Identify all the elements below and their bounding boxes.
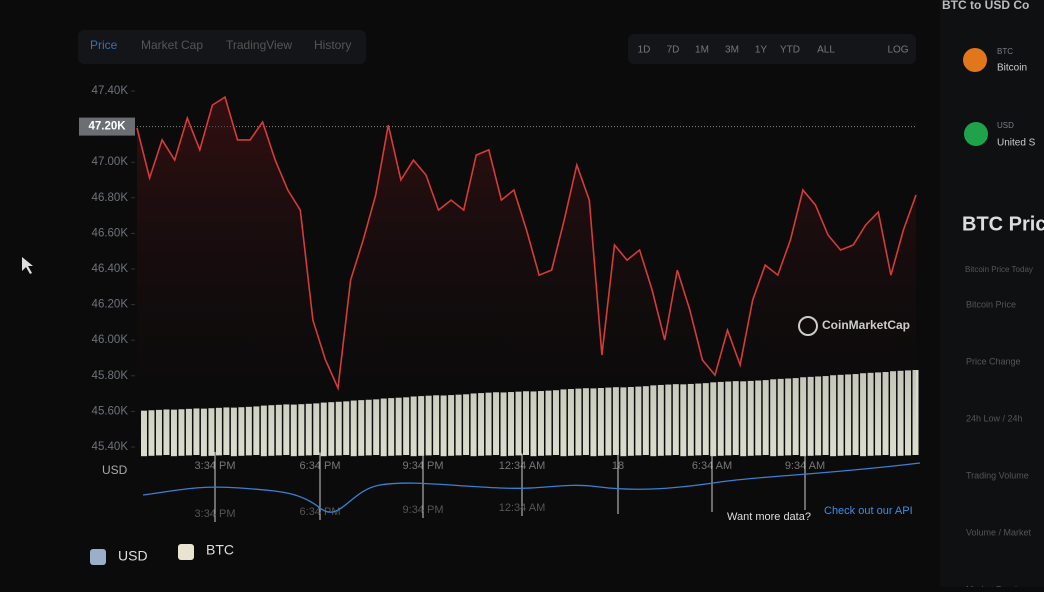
y-tick-label: 46.00K xyxy=(92,334,129,346)
navigator-label: 6:34 PM xyxy=(300,506,341,518)
watermark-logo xyxy=(798,316,818,336)
range-bar xyxy=(628,34,916,64)
y-tick-label: 47.40K xyxy=(92,85,129,97)
legend-swatch xyxy=(90,549,106,565)
side-subtitle: Bitcoin Price Today xyxy=(965,265,1033,274)
plot: 45.40K 45.60K 45.80K 46.00K 46.20K 46.40K 46.6… xyxy=(79,85,919,522)
watermark: CoinMarketCap xyxy=(822,318,910,332)
usd-icon xyxy=(964,122,988,146)
tab[interactable]: Market Cap xyxy=(141,38,203,52)
footer-prompt: Want more data? xyxy=(727,511,811,523)
y-tick-label: 46.80K xyxy=(92,192,129,204)
legend-entry[interactable]: BTC xyxy=(206,542,234,558)
side-row: Bitcoin Price xyxy=(966,299,1016,309)
range-button[interactable]: 1M xyxy=(695,45,709,56)
price-line xyxy=(136,95,917,392)
btc-icon xyxy=(963,48,987,72)
range-button[interactable]: 3M xyxy=(725,45,739,56)
side-row: Volume / Market xyxy=(966,527,1032,537)
y-tick-label: 47.00K xyxy=(92,156,129,168)
side-header: BTC to USD Co xyxy=(942,0,1029,12)
cursor xyxy=(22,257,33,274)
price-area xyxy=(137,97,916,447)
range-button[interactable]: ALL xyxy=(817,45,835,56)
y-tick-label: 45.60K xyxy=(92,405,129,417)
range-button[interactable]: 1D xyxy=(638,45,651,56)
side-row: 24h Low / 24h xyxy=(966,413,1023,423)
y-tick-label: 45.40K xyxy=(92,441,129,453)
range-button[interactable]: LOG xyxy=(887,45,908,56)
side-title: BTC Price xyxy=(962,213,1044,235)
range-button[interactable]: YTD xyxy=(780,45,800,56)
legend-entry[interactable]: USD xyxy=(118,548,148,564)
tab[interactable]: History xyxy=(314,38,351,52)
coin-code: BTC xyxy=(997,47,1013,56)
coin-code: USD xyxy=(997,121,1014,130)
coin-name: United S xyxy=(997,138,1036,149)
reference-box xyxy=(79,117,135,136)
side-row: Price Change xyxy=(966,356,1021,366)
side-row: Trading Volume xyxy=(966,470,1029,480)
axis-unit: USD xyxy=(102,463,128,477)
api-link[interactable]: Check out our API xyxy=(824,505,913,517)
navigator-label: 9:34 PM xyxy=(403,504,444,516)
range-button[interactable]: 1Y xyxy=(755,45,768,56)
y-tick-label: 46.20K xyxy=(92,299,129,311)
reference-label: 47.20K xyxy=(88,121,126,133)
y-tick-label: 45.80K xyxy=(92,370,129,382)
y-tick-label: 46.40K xyxy=(92,263,129,275)
side-panel xyxy=(940,0,1044,587)
navigator-line xyxy=(142,462,921,513)
tab-bar xyxy=(78,30,366,64)
navigator-label: 12:34 AM xyxy=(499,502,545,514)
range-button[interactable]: 7D xyxy=(667,45,680,56)
legend-swatch xyxy=(178,544,194,560)
y-tick-label: 46.60K xyxy=(92,227,129,239)
tab[interactable]: Price xyxy=(90,38,118,52)
coin-name: Bitcoin xyxy=(997,63,1027,74)
tab[interactable]: TradingView xyxy=(226,38,292,52)
navigator-label: 3:34 PM xyxy=(195,508,236,520)
